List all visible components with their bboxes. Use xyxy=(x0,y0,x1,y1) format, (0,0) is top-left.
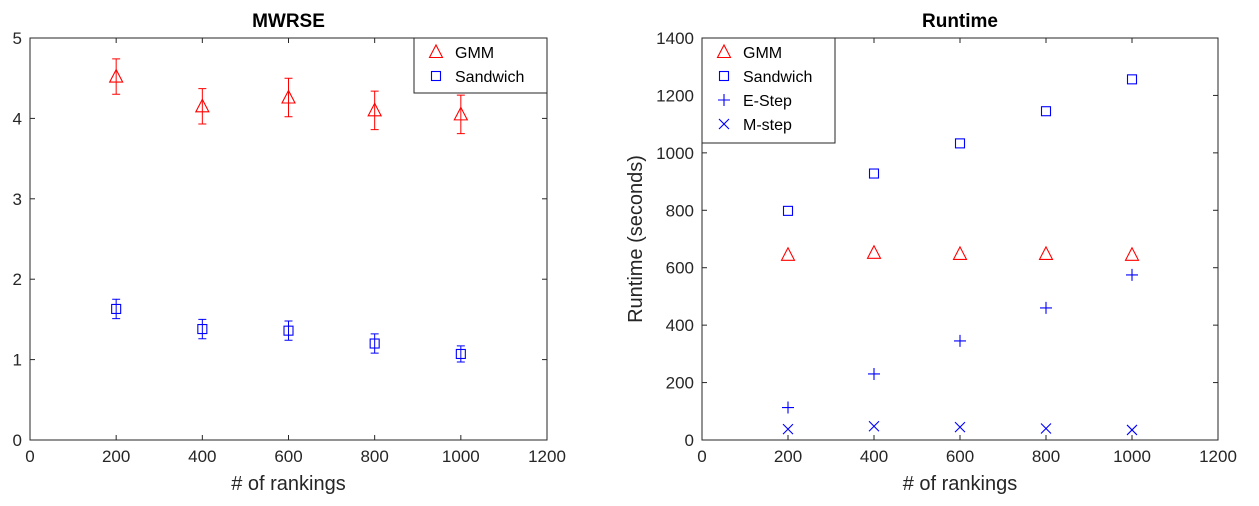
error-bar xyxy=(112,58,121,95)
x-tick-label: 200 xyxy=(774,447,802,466)
data-point xyxy=(952,245,968,260)
data-point xyxy=(782,423,794,435)
legend-label: Sandwich xyxy=(743,69,812,86)
x-tick-label: 400 xyxy=(860,447,888,466)
data-point xyxy=(782,205,794,216)
data-point xyxy=(782,401,794,414)
y-tick-label: 800 xyxy=(666,201,694,220)
data-point xyxy=(1040,106,1052,117)
y-tick-label: 4 xyxy=(13,109,22,128)
legend: GMM Sandwich xyxy=(413,37,548,94)
series-gmm xyxy=(780,244,1140,261)
series-m-step xyxy=(782,420,1138,436)
chart-title: Runtime xyxy=(922,11,998,32)
y-tick-label: 1 xyxy=(13,351,22,370)
y-tick-label: 0 xyxy=(13,431,22,450)
data-point xyxy=(1126,74,1138,85)
x-axis-label: # of rankings xyxy=(231,473,346,495)
x-tick-label: 1000 xyxy=(442,447,480,466)
data-point xyxy=(1040,423,1052,434)
y-tick-label: 1200 xyxy=(656,86,694,105)
data-point xyxy=(868,367,880,380)
error-bar xyxy=(284,77,293,118)
data-point xyxy=(780,246,796,261)
error-bar xyxy=(198,318,207,340)
data-point xyxy=(367,102,383,117)
data-point xyxy=(369,338,380,349)
y-tick-label: 400 xyxy=(666,316,694,335)
x-axis-label: # of rankings xyxy=(903,473,1018,495)
x-tick-label: 400 xyxy=(188,447,216,466)
x-tick-label: 600 xyxy=(274,447,302,466)
error-bar xyxy=(456,345,465,363)
legend-marker xyxy=(430,70,442,82)
data-point xyxy=(954,421,966,433)
y-tick-label: 1000 xyxy=(656,144,694,163)
runtime-chart: 0 200 400 600 800 1000 1200 0 200 400 600 800 1000 12… xyxy=(625,11,1237,495)
data-point xyxy=(1038,245,1054,260)
legend-marker xyxy=(718,70,730,82)
legend-label: M-step xyxy=(743,117,792,134)
legend-label: GMM xyxy=(455,45,494,62)
y-tick-label: 200 xyxy=(666,374,694,393)
y-axis-label: Runtime (seconds) xyxy=(625,155,647,323)
data-point xyxy=(1124,246,1140,261)
y-tick-label: 600 xyxy=(666,259,694,278)
series-sandwich xyxy=(782,74,1138,216)
data-point xyxy=(866,244,882,259)
error-bar xyxy=(112,298,121,320)
y-tick-label: 5 xyxy=(13,29,22,48)
x-tick-label: 800 xyxy=(1032,447,1060,466)
data-point xyxy=(283,325,294,336)
legend-label: Sandwich xyxy=(455,69,524,86)
error-bar xyxy=(370,333,379,354)
x-tick-label: 800 xyxy=(360,447,388,466)
x-tick-label: 0 xyxy=(25,447,34,466)
x-tick-label: 200 xyxy=(102,447,130,466)
error-bar xyxy=(370,90,379,131)
data-point xyxy=(281,89,296,104)
y-tick-label: 0 xyxy=(685,431,694,450)
legend-box xyxy=(701,37,836,144)
x-tick-label: 0 xyxy=(697,447,706,466)
chart-title: MWRSE xyxy=(252,11,325,32)
data-point xyxy=(453,106,469,121)
legend-marker xyxy=(716,43,732,59)
x-tick-label: 1200 xyxy=(528,447,566,466)
x-tick-label: 600 xyxy=(946,447,974,466)
y-tick-label: 2 xyxy=(13,270,22,289)
data-point xyxy=(868,168,880,179)
error-bar xyxy=(198,88,207,125)
x-tick-label: 1200 xyxy=(1199,447,1237,466)
data-point xyxy=(194,98,210,113)
legend-marker xyxy=(718,118,730,130)
data-point xyxy=(108,68,124,83)
data-point xyxy=(954,334,966,347)
x-tick-label: 1000 xyxy=(1113,447,1151,466)
data-point xyxy=(868,420,880,432)
legend-label: E-Step xyxy=(743,93,792,110)
data-point xyxy=(1126,268,1138,281)
legend-label: GMM xyxy=(743,45,782,62)
y-tick-label: 1400 xyxy=(656,29,694,48)
legend: GMM Sandwich E-Step M-step xyxy=(701,37,836,144)
data-point xyxy=(197,323,208,335)
series-e-step xyxy=(782,268,1138,414)
legend-marker xyxy=(718,94,730,106)
series-gmm xyxy=(108,58,469,135)
data-point xyxy=(1126,424,1138,436)
data-point xyxy=(1040,301,1052,314)
data-point xyxy=(954,138,966,149)
series-sandwich xyxy=(111,298,466,363)
mwrse-chart: 0 200 400 600 800 1000 1200 0 1 2 3 4 5 MWRSE # of ran… xyxy=(13,11,566,495)
data-point xyxy=(111,303,122,314)
error-bar xyxy=(456,94,465,135)
legend-marker xyxy=(428,43,444,59)
error-bar xyxy=(284,320,293,341)
data-point xyxy=(455,348,466,360)
legend-box xyxy=(413,37,548,94)
y-tick-label: 3 xyxy=(13,190,22,209)
